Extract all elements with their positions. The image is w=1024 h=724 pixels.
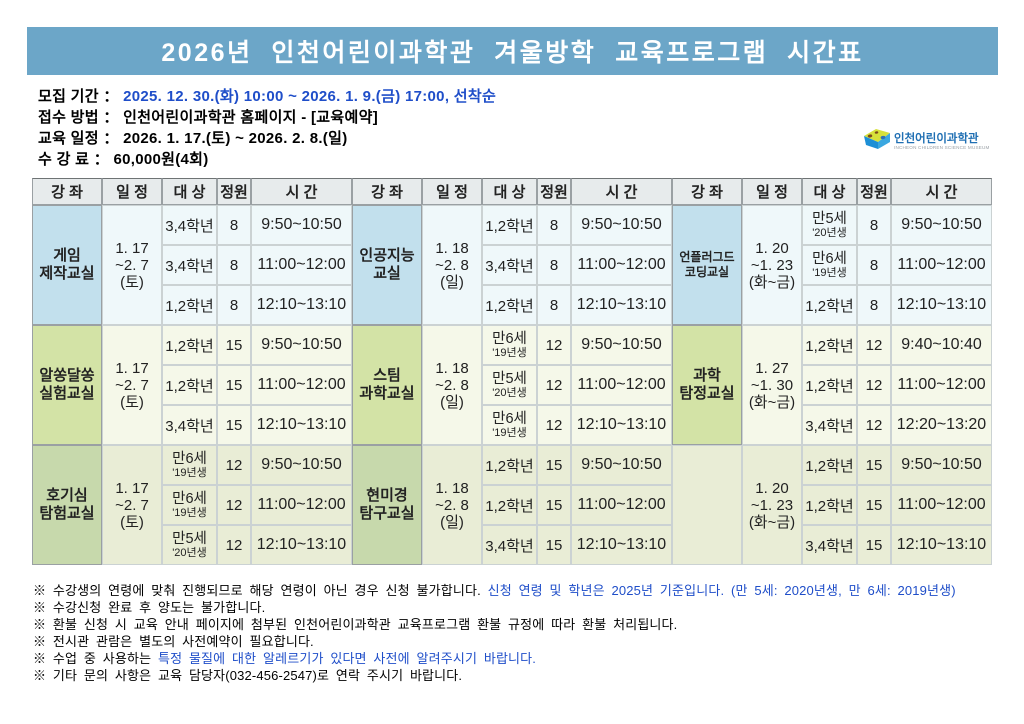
svg-text:인천어린이과학관: 인천어린이과학관	[894, 131, 979, 145]
svg-text:INCHEON CHILDREN SCIENCE MUSEU: INCHEON CHILDREN SCIENCE MUSEUM	[894, 145, 990, 150]
